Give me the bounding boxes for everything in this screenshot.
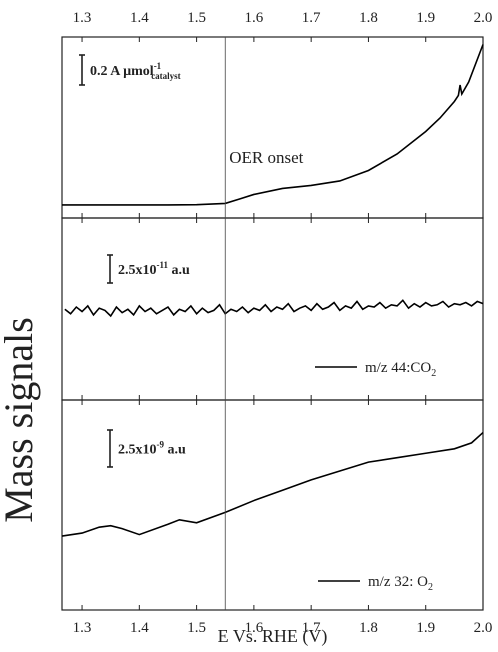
x-tick-label: 1.4 — [130, 620, 149, 636]
x-tick-label: 1.5 — [187, 10, 206, 26]
scale-bar-text: a.u — [168, 263, 190, 278]
scale-bar-text: 0.2 A µmol — [90, 64, 154, 79]
x-axis-label: E Vs. RHE (V) — [218, 626, 328, 647]
legend-label: m/z 32: O2 — [368, 574, 433, 593]
x-tick-label: 1.6 — [245, 10, 264, 26]
x-tick-label: 1.9 — [416, 10, 435, 26]
scale-bar-subscript: catalyst — [151, 71, 181, 81]
x-tick-label: 1.5 — [187, 620, 206, 636]
legend-subscript: 2 — [431, 368, 436, 379]
x-tick-label: 2.0 — [474, 10, 493, 26]
onset-label: OER onset — [229, 148, 303, 167]
x-tick-label: 1.3 — [73, 10, 92, 26]
scale-bar-superscript: -11 — [157, 260, 169, 270]
x-tick-label: 2.0 — [474, 620, 493, 636]
legend-subscript: 2 — [428, 582, 433, 593]
x-tick-label: 1.3 — [73, 620, 92, 636]
scale-bar — [107, 429, 113, 468]
data-line — [64, 299, 484, 318]
scale-bar-text: 2.5x10 — [118, 263, 157, 278]
scale-bar-label: 2.5x10-9 a.u — [118, 439, 186, 457]
scale-bar — [79, 54, 85, 86]
scale-bar — [107, 254, 113, 284]
x-tick-label: 1.8 — [359, 620, 378, 636]
legend-text: m/z 32: O — [368, 574, 428, 590]
plot-frame — [61, 399, 484, 611]
x-tick-label: 1.4 — [130, 10, 149, 26]
x-tick-label: 1.8 — [359, 10, 378, 26]
x-tick-label: 1.7 — [302, 10, 321, 26]
scale-bar-text: a.u — [164, 442, 186, 457]
y-axis-label: Mass signals — [0, 317, 41, 523]
x-tick-label: 1.7 — [302, 620, 321, 636]
legend-text: m/z 44:CO — [365, 360, 431, 376]
scale-bar-superscript: -9 — [157, 439, 165, 449]
legend-label: m/z 44:CO2 — [365, 360, 436, 379]
scale-bar-label: 2.5x10-11 a.u — [118, 260, 190, 278]
scale-bar-text: 2.5x10 — [118, 442, 157, 457]
data-line — [61, 431, 484, 537]
data-line — [62, 44, 484, 206]
scale-bar-label: 0.2 A µmol-1 catalyst — [90, 61, 181, 81]
x-tick-label: 1.6 — [245, 620, 264, 636]
scale-bar-superscript: -1 — [154, 61, 162, 71]
x-tick-label: 1.9 — [416, 620, 435, 636]
